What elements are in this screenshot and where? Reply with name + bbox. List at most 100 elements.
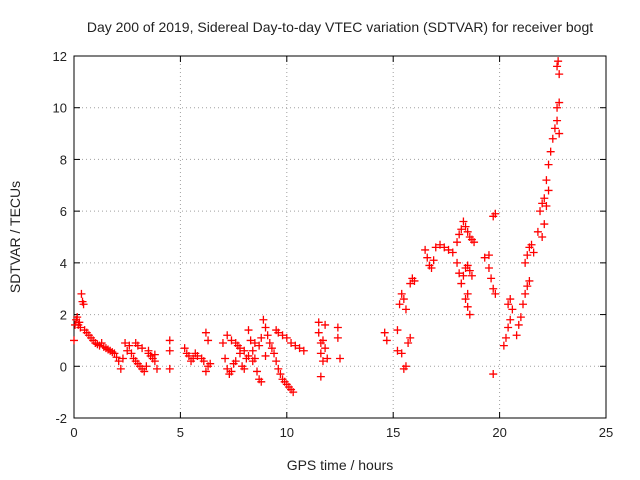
data-point [504, 323, 513, 332]
data-point [118, 354, 127, 363]
data-point [540, 220, 549, 229]
data-point [553, 116, 562, 125]
data-point [79, 300, 88, 309]
data-point [291, 341, 300, 350]
data-point [116, 364, 125, 373]
data-point [123, 346, 132, 355]
data-point [538, 199, 547, 208]
data-point [193, 351, 202, 360]
data-point [201, 367, 210, 376]
data-point [289, 388, 298, 397]
data-point [112, 353, 121, 362]
data-point [250, 339, 259, 348]
data-point [318, 357, 327, 366]
data-point [227, 336, 236, 345]
data-point [261, 351, 270, 360]
data-point [246, 336, 255, 345]
data-point [550, 124, 559, 133]
data-point [440, 243, 449, 252]
data-point [461, 295, 470, 304]
data-point [253, 367, 262, 376]
x-axis-label: GPS time / hours [287, 457, 394, 473]
x-tick-label: 10 [280, 425, 294, 440]
data-point [152, 364, 161, 373]
data-point [554, 57, 563, 66]
data-point [506, 295, 515, 304]
data-point [519, 300, 528, 309]
data-point [257, 333, 266, 342]
data-point [114, 357, 123, 366]
data-point [165, 346, 174, 355]
data-point [546, 147, 555, 156]
y-tick-label: 6 [60, 204, 67, 219]
data-point [321, 344, 330, 353]
data-point [248, 357, 257, 366]
data-point [244, 351, 253, 360]
data-point [555, 70, 564, 79]
data-point [248, 346, 257, 355]
data-point [75, 318, 84, 327]
y-tick-label: 10 [53, 101, 67, 116]
data-point [142, 362, 151, 371]
data-point [457, 279, 466, 288]
data-point [461, 222, 470, 231]
data-point [470, 238, 479, 247]
data-point [544, 186, 553, 195]
data-point [463, 261, 472, 270]
data-point [180, 344, 189, 353]
data-point [553, 62, 562, 71]
data-point [484, 264, 493, 273]
data-point [484, 251, 493, 260]
data-point [540, 194, 549, 203]
data-point [516, 313, 525, 322]
data-point [333, 333, 342, 342]
data-point [399, 364, 408, 373]
data-point [404, 339, 413, 348]
data-point [508, 305, 517, 314]
data-point [555, 98, 564, 107]
data-point [318, 336, 327, 345]
data-point [189, 354, 198, 363]
data-point [121, 339, 130, 348]
y-tick-label: 12 [53, 49, 67, 64]
data-point [259, 315, 268, 324]
data-point [429, 256, 438, 265]
data-point [333, 323, 342, 332]
data-point [463, 302, 472, 311]
data-point [504, 300, 513, 309]
data-point [444, 245, 453, 254]
data-point [144, 346, 153, 355]
data-point [244, 326, 253, 335]
data-point [501, 333, 510, 342]
data-point [431, 243, 440, 252]
data-point [393, 346, 402, 355]
data-point [382, 336, 391, 345]
data-point [527, 240, 536, 249]
data-point [133, 341, 142, 350]
data-point [336, 354, 344, 363]
data-point [523, 251, 532, 260]
x-tick-label: 20 [492, 425, 506, 440]
data-point [395, 300, 404, 309]
data-point [73, 313, 82, 322]
data-point [314, 318, 323, 327]
data-point [555, 129, 564, 138]
data-point [489, 212, 498, 221]
data-point [295, 344, 304, 353]
data-point [184, 351, 193, 360]
data-point [487, 274, 496, 283]
y-axis-label: SDTVAR / TECUs [7, 181, 23, 293]
y-tick-label: 8 [60, 152, 67, 167]
data-point [463, 227, 472, 236]
data-point [521, 289, 530, 298]
y-tick-label: 4 [60, 256, 67, 271]
data-point [421, 245, 430, 254]
data-point [223, 331, 232, 340]
data-point [401, 305, 410, 314]
data-point [538, 233, 547, 241]
data-point [235, 344, 244, 353]
data-point [321, 320, 330, 329]
data-point [150, 350, 159, 359]
data-point [465, 310, 474, 319]
